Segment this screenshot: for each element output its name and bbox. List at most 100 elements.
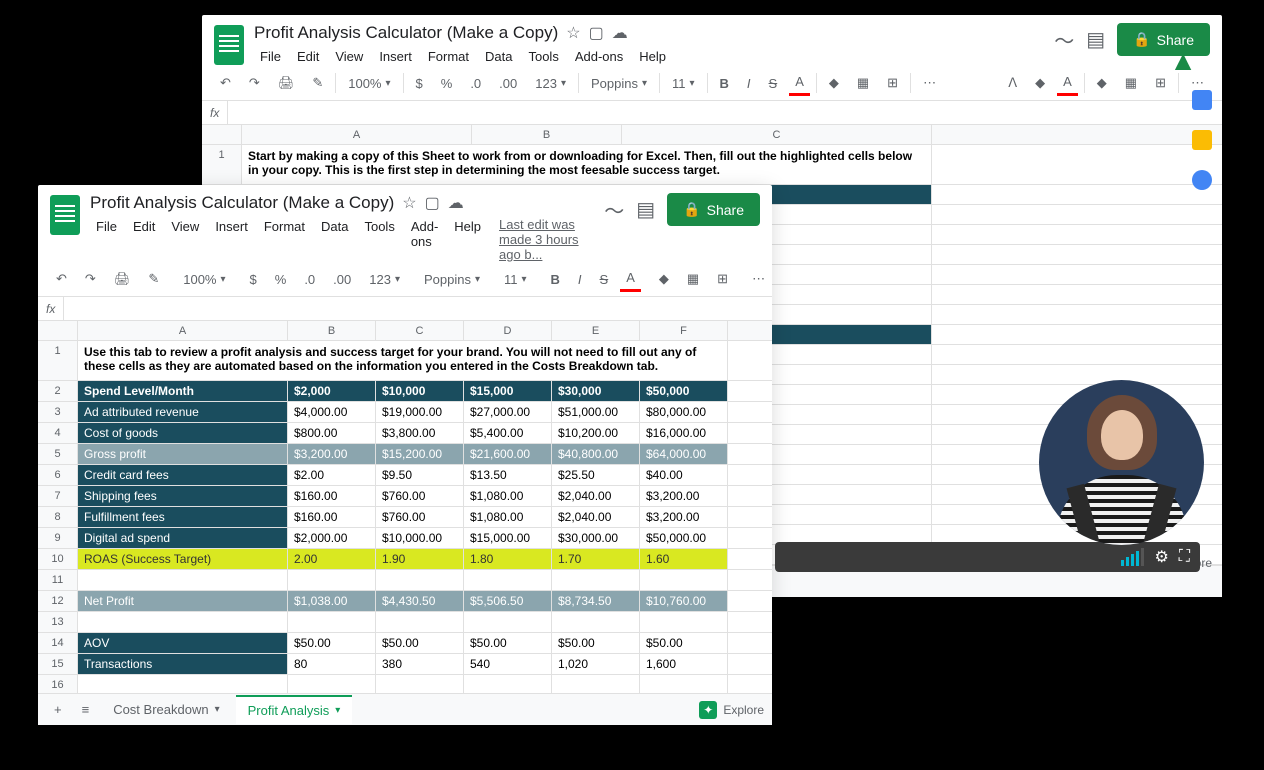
tasks-icon[interactable] <box>1192 170 1212 190</box>
font-dropdown[interactable]: Poppins▾ <box>585 74 653 93</box>
borders2-button[interactable]: ▦ <box>1119 71 1143 95</box>
menu-tools[interactable]: Tools <box>522 47 564 66</box>
star-icon[interactable]: ☆ <box>566 23 580 43</box>
data-cell[interactable]: 1.70 <box>552 549 640 569</box>
row-label-cell[interactable]: Gross profit <box>78 444 288 464</box>
move-folder-icon[interactable]: ▢ <box>425 193 440 213</box>
data-cell[interactable]: $760.00 <box>376 486 464 506</box>
doc-title[interactable]: Profit Analysis Calculator (Make a Copy) <box>90 193 394 213</box>
menu-data[interactable]: Data <box>479 47 518 66</box>
row-number[interactable]: 9 <box>38 528 78 548</box>
more-button[interactable]: ⋯ <box>746 267 771 291</box>
row-label-cell[interactable]: Cost of goods <box>78 423 288 443</box>
bold-button[interactable]: B <box>545 268 566 291</box>
zoom-dropdown[interactable]: 100%▾ <box>177 270 231 289</box>
row-number[interactable]: 16 <box>38 675 78 695</box>
bold-button[interactable]: B <box>714 72 735 95</box>
settings-icon[interactable]: ⚙ <box>1154 547 1168 567</box>
row-number[interactable]: 10 <box>38 549 78 569</box>
data-cell[interactable]: $800.00 <box>288 423 376 443</box>
data-cell[interactable] <box>288 570 376 590</box>
instruction-cell[interactable]: Start by making a copy of this Sheet to … <box>242 145 932 184</box>
data-cell[interactable]: $1,038.00 <box>288 591 376 611</box>
data-cell[interactable]: $50.00 <box>640 633 728 653</box>
menu-add-ons[interactable]: Add-ons <box>405 217 444 262</box>
activity-icon[interactable]: 〜 <box>604 195 624 224</box>
data-cell[interactable]: $13.50 <box>464 465 552 485</box>
data-cell[interactable]: $2.00 <box>288 465 376 485</box>
fill3-button[interactable]: ◆ <box>1091 71 1113 95</box>
header-cell[interactable]: $2,000 <box>288 381 376 401</box>
data-cell[interactable] <box>376 570 464 590</box>
menu-insert[interactable]: Insert <box>373 47 418 66</box>
font-size-dropdown[interactable]: 11▾ <box>498 270 533 289</box>
data-cell[interactable]: $51,000.00 <box>552 402 640 422</box>
row-label-cell[interactable]: Credit card fees <box>78 465 288 485</box>
data-cell[interactable]: $19,000.00 <box>376 402 464 422</box>
percent-button[interactable]: % <box>435 72 459 95</box>
merge-button[interactable]: ⊞ <box>881 71 904 95</box>
data-cell[interactable]: $21,600.00 <box>464 444 552 464</box>
fill-color-button[interactable]: ◆ <box>823 71 845 95</box>
data-cell[interactable]: $3,200.00 <box>640 507 728 527</box>
menu-help[interactable]: Help <box>448 217 487 262</box>
menu-data[interactable]: Data <box>315 217 354 262</box>
data-cell[interactable]: $760.00 <box>376 507 464 527</box>
data-cell[interactable] <box>376 675 464 695</box>
row-number[interactable]: 12 <box>38 591 78 611</box>
col-header[interactable]: C <box>622 125 932 144</box>
share-button[interactable]: 🔒 Share <box>667 193 760 226</box>
redo-button[interactable]: ↷ <box>243 71 266 95</box>
instruction-cell[interactable]: Use this tab to review a profit analysis… <box>78 341 728 380</box>
merge-button[interactable]: ⊞ <box>711 267 734 291</box>
menu-add-ons[interactable]: Add-ons <box>569 47 629 66</box>
col-header[interactable]: F <box>640 321 728 340</box>
keep-icon[interactable] <box>1192 130 1212 150</box>
data-cell[interactable] <box>552 675 640 695</box>
data-cell[interactable]: $5,506.50 <box>464 591 552 611</box>
row-number[interactable]: 3 <box>38 402 78 422</box>
col-header[interactable]: B <box>288 321 376 340</box>
tab-cost-breakdown[interactable]: Cost Breakdown▾ <box>101 696 231 723</box>
row-label-cell[interactable] <box>78 675 288 695</box>
currency-button[interactable]: $ <box>410 72 429 95</box>
star-icon[interactable]: ☆ <box>402 193 416 213</box>
data-cell[interactable] <box>464 570 552 590</box>
comments-icon[interactable]: ▤ <box>1086 27 1105 52</box>
fill2-button[interactable]: ◆ <box>1029 71 1051 95</box>
menu-file[interactable]: File <box>254 47 287 66</box>
sheets-logo-icon[interactable] <box>50 195 80 235</box>
menu-insert[interactable]: Insert <box>209 217 254 262</box>
data-cell[interactable]: $3,200.00 <box>640 486 728 506</box>
data-cell[interactable]: $10,760.00 <box>640 591 728 611</box>
data-cell[interactable]: 80 <box>288 654 376 674</box>
row-number[interactable]: 7 <box>38 486 78 506</box>
row-number[interactable]: 8 <box>38 507 78 527</box>
data-cell[interactable]: $80,000.00 <box>640 402 728 422</box>
data-cell[interactable]: $50.00 <box>552 633 640 653</box>
sheets-logo-icon[interactable] <box>214 25 244 65</box>
col-header[interactable]: A <box>78 321 288 340</box>
col-header[interactable]: B <box>472 125 622 144</box>
row-number[interactable]: 11 <box>38 570 78 590</box>
strike-button[interactable]: S <box>763 72 784 95</box>
undo-button[interactable]: ↶ <box>50 267 73 291</box>
col-header[interactable]: A <box>242 125 472 144</box>
data-cell[interactable] <box>288 675 376 695</box>
explore-button[interactable]: ✦Explore <box>699 701 764 719</box>
data-cell[interactable] <box>288 612 376 632</box>
menu-view[interactable]: View <box>329 47 369 66</box>
row-number[interactable]: 14 <box>38 633 78 653</box>
col-header[interactable]: E <box>552 321 640 340</box>
decimal-dec-button[interactable]: .0 <box>464 72 487 95</box>
data-cell[interactable] <box>376 612 464 632</box>
currency-button[interactable]: $ <box>244 268 263 291</box>
header-cell[interactable]: Spend Level/Month <box>78 381 288 401</box>
borders-button[interactable]: ▦ <box>681 267 705 291</box>
activity-icon[interactable]: 〜 <box>1054 25 1074 54</box>
data-cell[interactable]: $160.00 <box>288 507 376 527</box>
fullscreen-icon[interactable]: ⛶ <box>1179 548 1190 566</box>
data-cell[interactable]: $5,400.00 <box>464 423 552 443</box>
zoom-dropdown[interactable]: 100%▾ <box>342 74 396 93</box>
font-dropdown[interactable]: Poppins▾ <box>418 270 486 289</box>
